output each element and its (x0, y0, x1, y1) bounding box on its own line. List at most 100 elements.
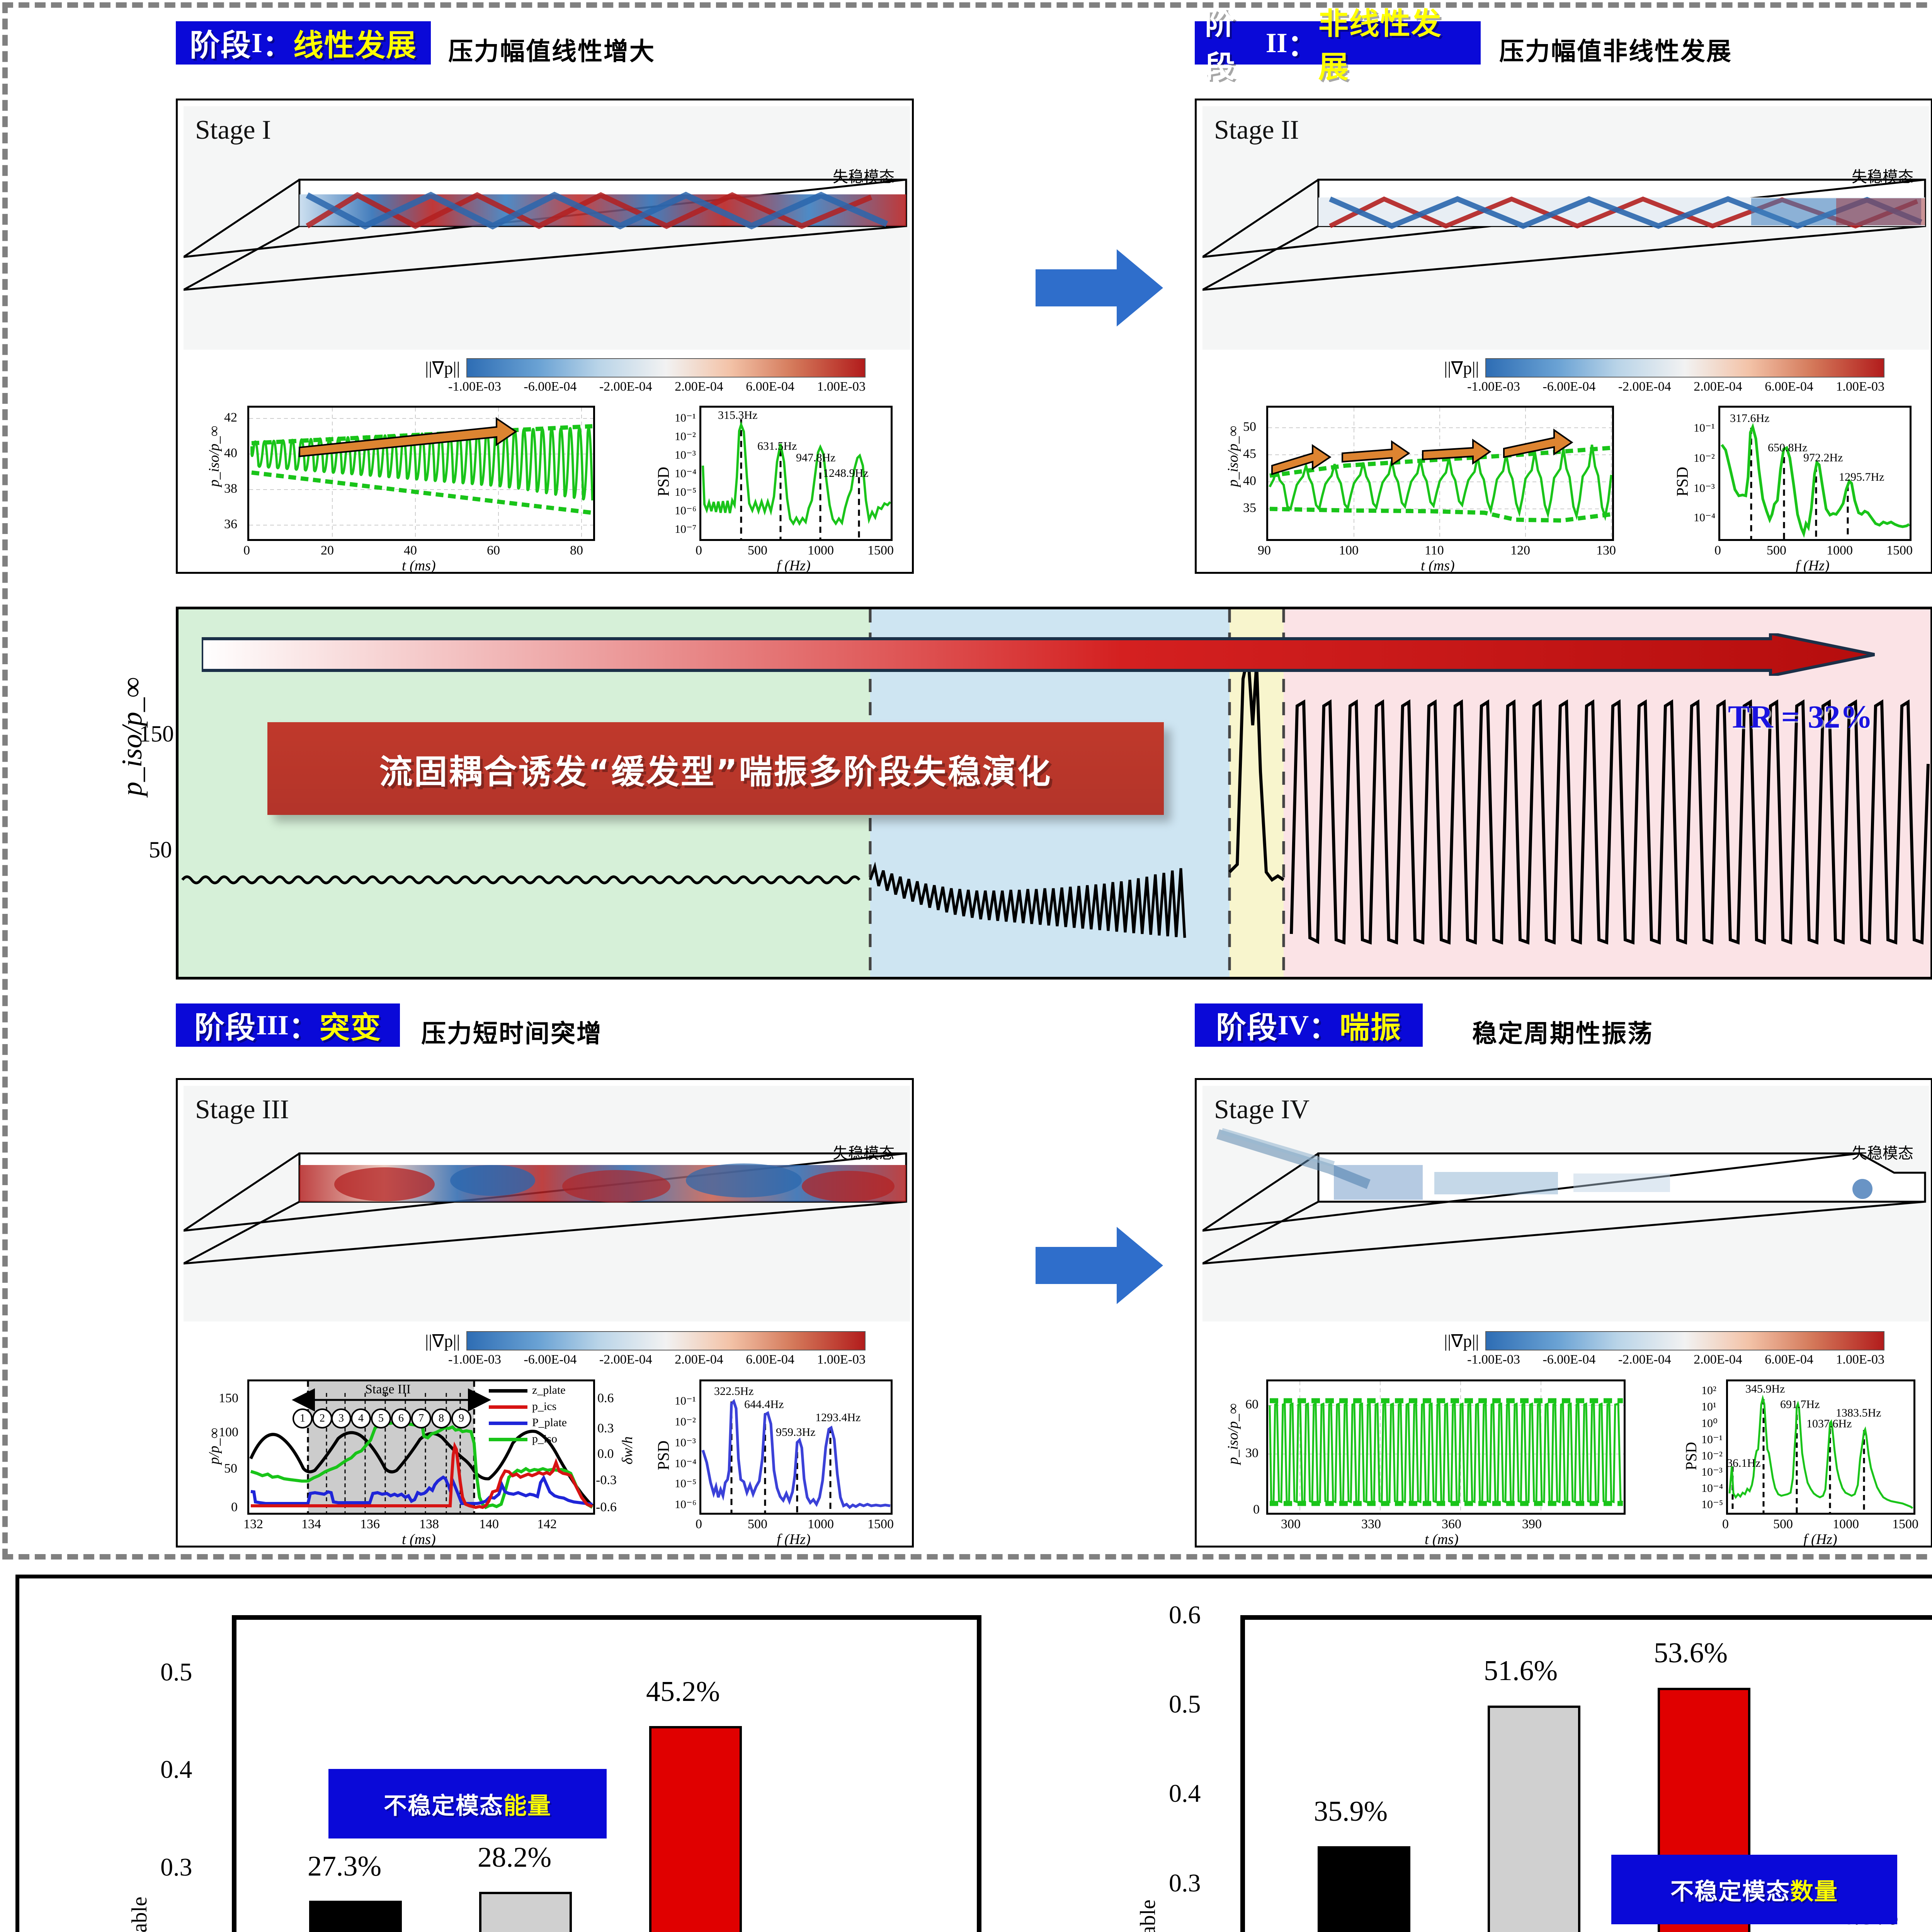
xtick: 100 (1339, 543, 1359, 558)
cbar-tick: 6.00E-04 (746, 1352, 794, 1367)
N-annotation-plain: 不稳定模态 (1670, 1878, 1790, 1905)
bar-value-II: 51.6% (1484, 1655, 1558, 1687)
xtick: 132 (243, 1517, 263, 1531)
stage-2-psd-ylabel: PSD (1674, 466, 1692, 497)
stage-4-note: 稳定周期性振荡 (1472, 1020, 1653, 1048)
evolution-banner-text: 流固耦合诱发“缓发型”喘振多阶段失稳演化 (379, 752, 1052, 791)
stage-1-chip-prefix: 阶段 (189, 28, 252, 63)
xtick: 500 (1773, 1517, 1793, 1531)
ytick: 100 (219, 1425, 238, 1439)
xtick: 134 (301, 1517, 321, 1531)
stage-3-ts-xlabel: t (ms) (402, 1531, 436, 1548)
cbar-tick: 1.00E-03 (1836, 379, 1884, 394)
top-axis (232, 1615, 981, 1620)
eta-ylabel: ηunstable (116, 1896, 155, 1932)
legend-label-pplate: P_plate (532, 1416, 567, 1429)
legend-label-zplate: z_plate (532, 1384, 566, 1396)
ytick: 36 (224, 517, 237, 531)
stage-4-chip-highlight: 喘振 (1340, 1010, 1402, 1045)
ytick: 10⁻³ (1694, 482, 1715, 495)
stage-3-chip-colon: ： (289, 1010, 320, 1045)
xtick: 130 (1596, 543, 1616, 558)
cbar-tick: -2.00E-04 (1618, 379, 1671, 394)
psd-peak-label: 1037.6Hz (1806, 1417, 1852, 1430)
stage-3-psd-ylabel: PSD (655, 1440, 673, 1470)
bar-stage-III[interactable] (649, 1726, 742, 1932)
psd-peak-label: 959.3Hz (776, 1426, 816, 1439)
ytick: 50 (1243, 420, 1256, 434)
stage-3-psd-xlabel: f (Hz) (777, 1531, 811, 1548)
stage-1-chip-highlight: 线性发展 (293, 28, 417, 63)
ytick-0.5: 0.5 (1169, 1690, 1201, 1718)
ytick: 40 (224, 446, 237, 460)
stage-1-chip-colon: ： (262, 28, 294, 63)
duct-outline (184, 1107, 910, 1265)
y-axis (1240, 1615, 1245, 1932)
xtick: 142 (537, 1517, 557, 1531)
psd-peak-label: 644.4Hz (744, 1398, 784, 1411)
psd-peak-label: 1248.9Hz (823, 467, 869, 480)
marker-9: 9 (451, 1408, 471, 1429)
stage-1-note: 压力幅值线性增大 (448, 37, 655, 66)
stage-3-chip-roman: III (256, 1009, 289, 1041)
psd-peak-label: 691.7Hz (1780, 1398, 1820, 1411)
marker-5: 5 (371, 1408, 391, 1429)
stage-1-timeseries: p_iso/p_∞ 42 40 38 36 0 20 40 60 80 t (m… (206, 406, 626, 574)
cbar-tick: -1.00E-03 (448, 379, 501, 394)
stage-2-colorbar-ticks: -1.00E-03 -6.00E-04 -2.00E-04 2.00E-04 6… (1467, 379, 1884, 394)
colorbar-label: ||∇p|| (1444, 358, 1479, 378)
stage-2-note: 压力幅值非线性发展 (1499, 37, 1732, 66)
ytick: 30 (1245, 1446, 1259, 1460)
marker-8: 8 (431, 1408, 451, 1429)
cbar-tick: 6.00E-04 (1765, 1352, 1813, 1367)
bar-stage-I[interactable] (1318, 1846, 1410, 1932)
stage-3-chip-prefix: 阶段 (194, 1010, 256, 1045)
stage-1-title: Stage I (195, 115, 271, 145)
stage-1-chip-roman: I (251, 27, 262, 58)
psd-peak-label: 315.3Hz (718, 409, 758, 422)
bar-stage-II[interactable] (1488, 1706, 1580, 1932)
xtick: 1000 (1833, 1517, 1859, 1531)
stage-4-chip-colon: ： (1309, 1010, 1340, 1045)
xtick: 80 (570, 543, 583, 558)
marker-4: 4 (351, 1408, 371, 1429)
stage-2-timeseries: p_iso/p_∞ 50 45 40 35 90 100 110 120 130… (1225, 406, 1645, 574)
ytick: 10⁰ (1701, 1417, 1718, 1430)
ytick: 10⁻³ (675, 1436, 696, 1449)
stage-3-ts-ylabel2: δw/h (619, 1436, 636, 1464)
bar-value-I: 27.3% (308, 1850, 382, 1882)
stage-4-psd: PSD 10² 10¹ 10⁰ 10⁻¹ 10⁻² 10⁻³ 10⁻⁴ 10⁻⁵… (1682, 1379, 1923, 1548)
marker-2: 2 (312, 1408, 332, 1429)
ytick-right: 0.6 (597, 1391, 614, 1405)
colorbar-label: ||∇p|| (1444, 1331, 1479, 1351)
cbar-tick: -2.00E-04 (599, 1352, 652, 1367)
ytick: 10⁻⁵ (675, 486, 697, 498)
N-annotation-box: 不稳定模态 数量 (1611, 1855, 1897, 1924)
psd-peak-label: 345.9Hz (1745, 1383, 1785, 1395)
cbar-tick: -2.00E-04 (1618, 1352, 1671, 1367)
stage-1-psd-xlabel: f (Hz) (777, 558, 811, 574)
ytick: 0 (1253, 1502, 1260, 1517)
y-axis (232, 1615, 236, 1932)
evolution-ytick: 50 (149, 837, 172, 862)
stage-2-psd: PSD 10⁻¹ 10⁻² 10⁻³ 10⁻⁴ 317.6Hz 650.8Hz … (1672, 406, 1919, 574)
cbar-tick: -6.00E-04 (1543, 379, 1596, 394)
bar-stage-I[interactable] (309, 1901, 402, 1932)
ytick-0.3: 0.3 (160, 1853, 192, 1881)
ytick: 42 (224, 410, 237, 425)
top-axis (1240, 1615, 1932, 1620)
stage-4-contour: Stage IV 失稳模态 (1202, 1086, 1929, 1321)
stage-4-title: Stage IV (1214, 1095, 1310, 1124)
stage-1-psd: PSD 10⁻¹ 10⁻² 10⁻³ 10⁻⁴ 10⁻⁵ 10⁻⁶ 10⁻⁷ 3… (653, 406, 900, 574)
bar-stage-II[interactable] (479, 1892, 572, 1932)
stage-3-chip-highlight: 突变 (320, 1010, 382, 1045)
ytick: 150 (219, 1391, 238, 1405)
N-annotation-highlight: 数量 (1790, 1878, 1838, 1905)
ytick: 10⁻⁷ (675, 523, 697, 536)
ytick-0.4: 0.4 (1169, 1779, 1201, 1808)
marker-3: 3 (331, 1408, 351, 1429)
xtick: 300 (1281, 1517, 1301, 1531)
psd-peak-label: 322.5Hz (714, 1385, 754, 1398)
ytick: 10⁻¹ (1701, 1433, 1723, 1446)
xtick: 110 (1425, 543, 1444, 558)
